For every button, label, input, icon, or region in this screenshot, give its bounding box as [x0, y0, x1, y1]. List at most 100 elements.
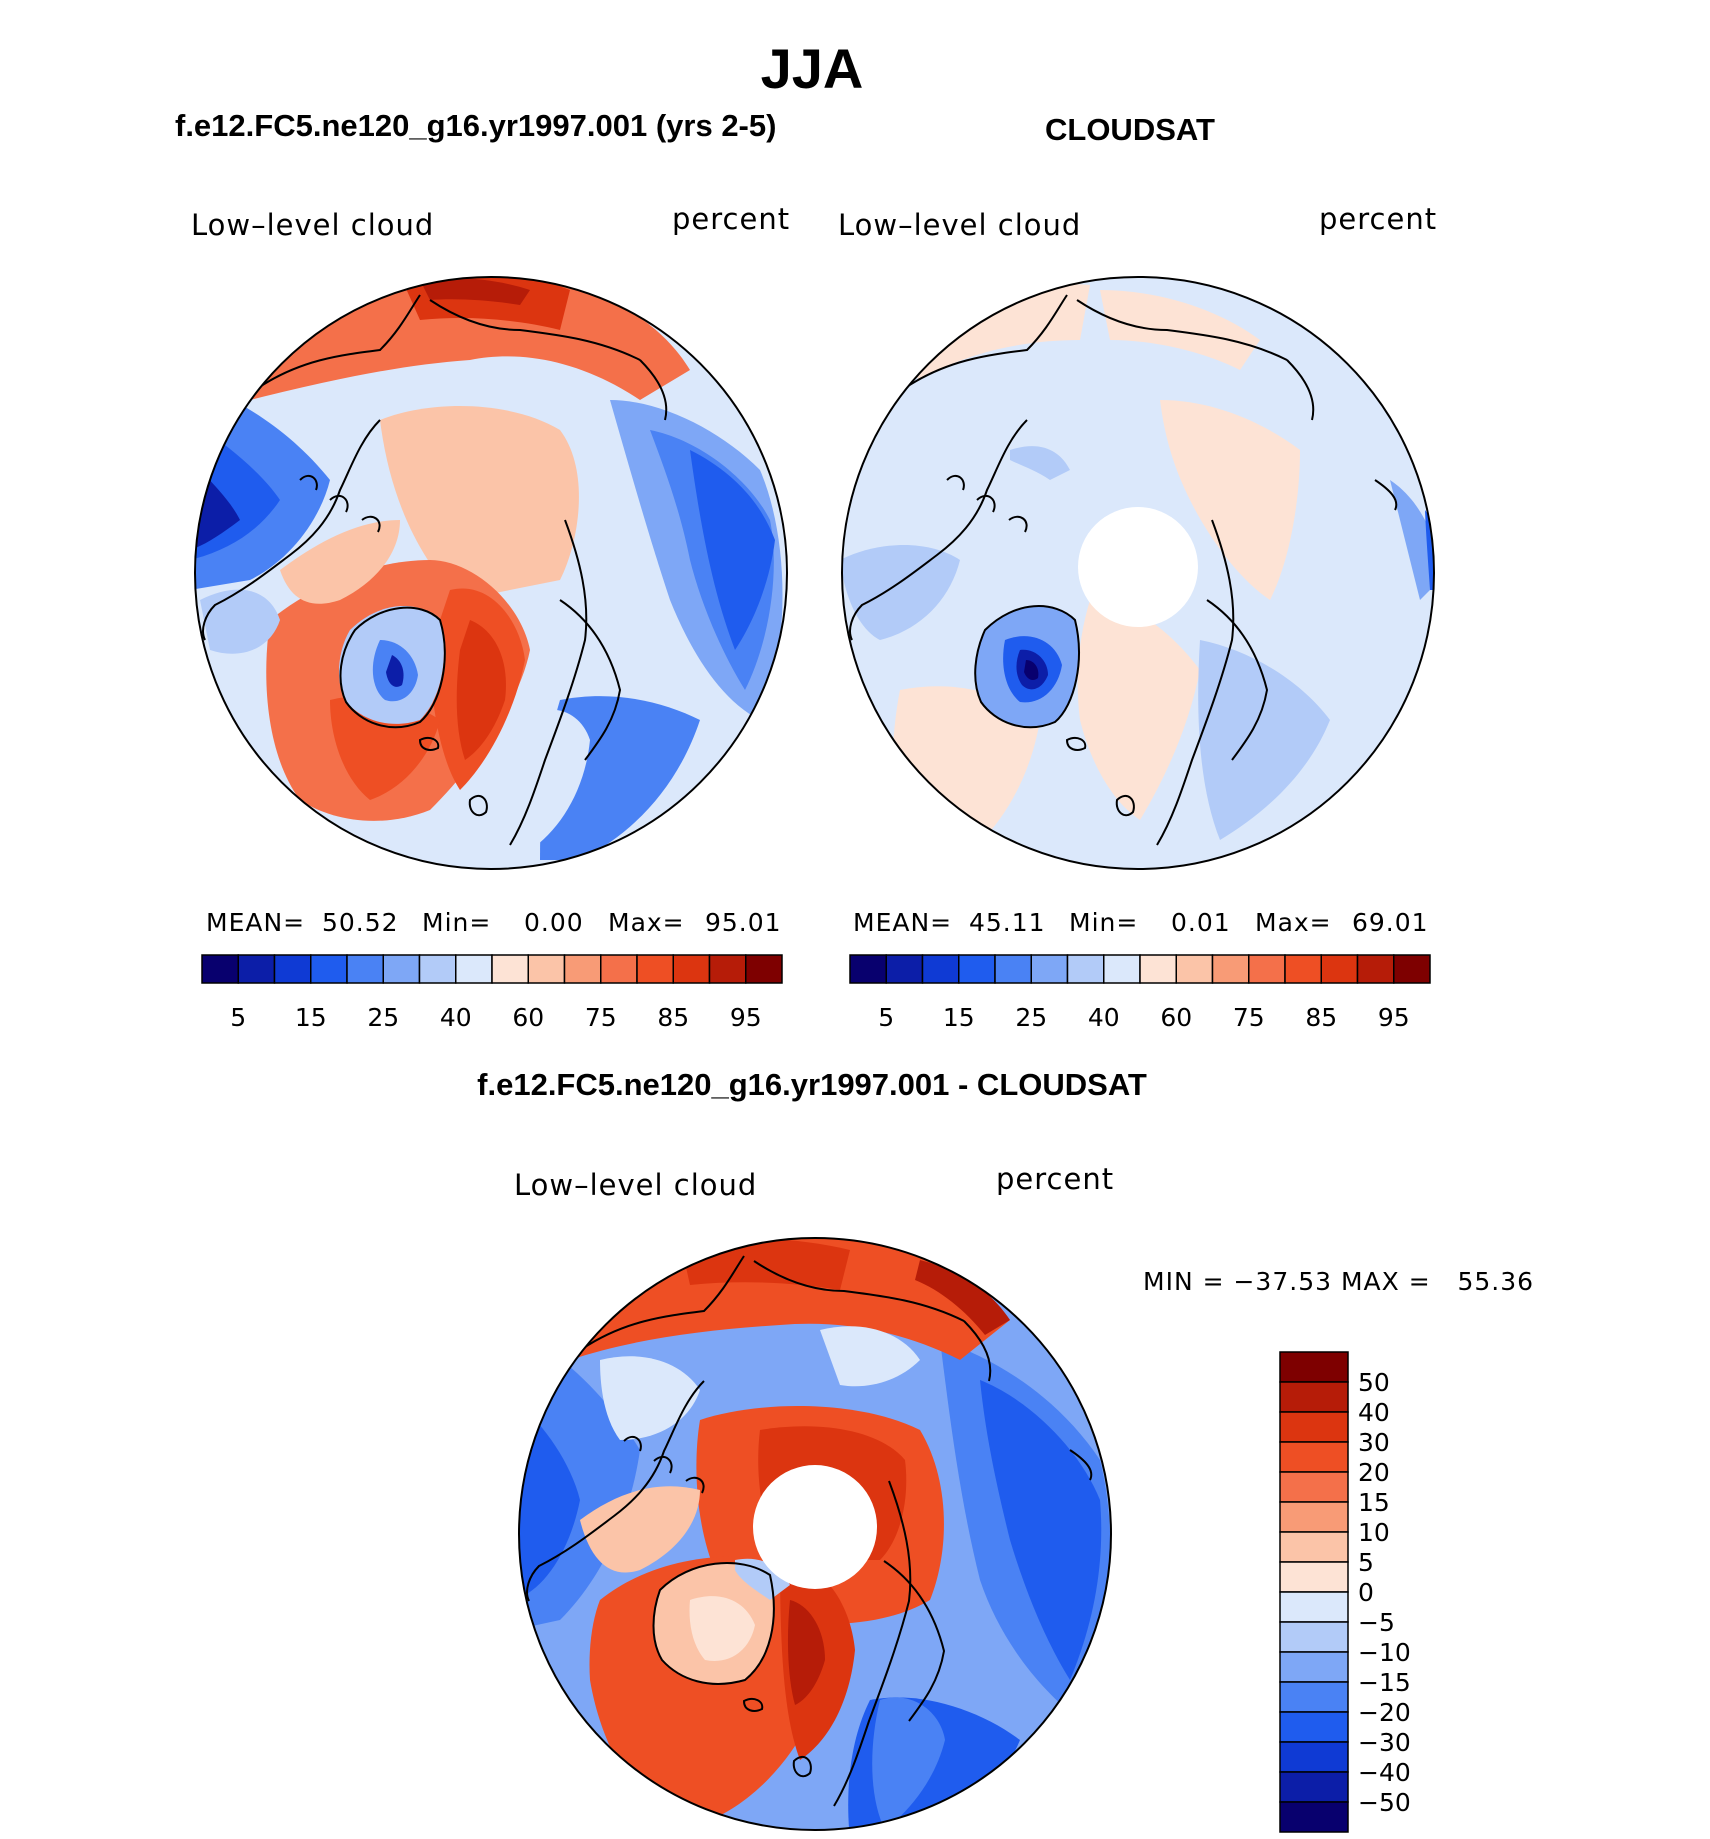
panel-c-colorbar-swatch: [1279, 1651, 1349, 1683]
panel-a-colorbar-swatch: [346, 954, 384, 984]
panel-c-colorbar-tick-label: 5: [1358, 1548, 1374, 1577]
panel-a-colorbar-swatch: [201, 954, 239, 984]
panel-b-variable-label: Low–level cloud: [838, 208, 1082, 242]
panel-c-variable-label: Low–level cloud: [514, 1168, 758, 1202]
panel-a-colorbar-tick-label: 85: [657, 1003, 689, 1032]
panel-c-units-label: percent: [996, 1162, 1115, 1196]
panel-b-colorbar-tick-label: 75: [1233, 1003, 1265, 1032]
panel-c-colorbar-swatch: [1279, 1471, 1349, 1503]
panel-c-colorbar-swatch: [1279, 1681, 1349, 1713]
panel-c-colorbar-swatch: [1279, 1771, 1349, 1803]
panel-b-colorbar-swatch: [1175, 954, 1214, 984]
panel-c-colorbar-swatch: [1279, 1561, 1349, 1593]
panel-c-colorbar-tick-label: −10: [1358, 1638, 1411, 1667]
panel-a-colorbar-swatch: [672, 954, 711, 984]
panel-c-colorbar-tick-label: −30: [1358, 1728, 1411, 1757]
panel-b-colorbar-swatch: [885, 954, 924, 984]
panel-a-colorbar-swatch: [418, 954, 457, 984]
panel-b-colorbar-swatch: [958, 954, 996, 984]
panel-c-colorbar-swatch: [1279, 1621, 1349, 1653]
panel-b-max-value: 69.01: [1352, 908, 1429, 937]
panel-b-colorbar-tick-label: 85: [1305, 1003, 1337, 1032]
panel-b-title: CLOUDSAT: [1045, 112, 1215, 147]
panel-b-colorbar-tick-label: 95: [1378, 1003, 1410, 1032]
panel-a-units-label: percent: [672, 202, 791, 236]
panel-a-map: [194, 276, 788, 870]
panel-a-colorbar-swatch: [745, 954, 783, 984]
panel-c-colorbar-tick-label: 10: [1358, 1518, 1390, 1547]
panel-b-colorbar-swatch: [921, 954, 960, 984]
panel-b-colorbar-swatch: [1103, 954, 1141, 984]
panel-c-colorbar-tick-label: 30: [1358, 1428, 1390, 1457]
panel-c-colorbar-tick-label: 20: [1358, 1458, 1390, 1487]
panel-c-colorbar-tick-label: 50: [1358, 1368, 1390, 1397]
panel-a-min-label: Min=: [422, 908, 492, 937]
panel-c-colorbar-swatch: [1279, 1711, 1349, 1743]
panel-b-mean-value: 45.11: [969, 908, 1046, 937]
panel-b-colorbar: 5 15 25 40 60 75 85 95: [849, 954, 1431, 1032]
panel-b-colorbar-swatch: [1066, 954, 1105, 984]
panel-c-colorbar-tick-label: −15: [1358, 1668, 1411, 1697]
panel-b-colorbar-tick-label: 40: [1088, 1003, 1120, 1032]
panel-b-colorbar-swatch: [994, 954, 1032, 984]
panel-a-colorbar-tick-label: 5: [230, 1003, 246, 1032]
panel-a-colorbar-tick-label: 60: [512, 1003, 544, 1032]
panel-a-colorbar: 5 15 25 40 60 75 85 95: [201, 954, 783, 1032]
panel-b-colorbar-swatch: [1393, 954, 1431, 984]
panel-c-colorbar-swatch: [1279, 1501, 1349, 1533]
panel-c-colorbar-swatch: [1279, 1531, 1349, 1563]
panel-a-colorbar-swatch: [708, 954, 747, 984]
panel-a-colorbar-tick-label: 15: [295, 1003, 327, 1032]
panel-b-colorbar-swatch: [1284, 954, 1322, 984]
panel-a-colorbar-tick-label: 40: [440, 1003, 472, 1032]
panel-c-colorbar-swatch: [1279, 1801, 1349, 1833]
panel-b-map: [841, 276, 1435, 870]
panel-a-colorbar-swatch: [455, 954, 493, 984]
panel-b-colorbar-tick-label: 5: [878, 1003, 894, 1032]
panel-a-colorbar-swatch: [636, 954, 674, 984]
panel-c-colorbar-swatch: [1279, 1741, 1349, 1773]
panel-a-colorbar-tick-label: 75: [585, 1003, 617, 1032]
panel-c-min-max: MIN = −37.53 MAX = 55.36: [1143, 1267, 1535, 1296]
panel-c-colorbar-swatch: [1279, 1351, 1349, 1383]
panel-b-max-label: Max=: [1255, 908, 1332, 937]
panel-a-mean-value: 50.52: [322, 908, 399, 937]
panel-c-colorbar-tick-label: 40: [1358, 1398, 1390, 1427]
panel-b-colorbar-swatch: [1139, 954, 1177, 984]
panel-c-colorbar-tick-label: 15: [1358, 1488, 1390, 1517]
panel-b-colorbar-swatch: [1030, 954, 1069, 984]
panel-a-colorbar-swatch: [491, 954, 529, 984]
panel-c-colorbar-tick-label: −5: [1358, 1608, 1395, 1637]
panel-b-min-label: Min=: [1069, 908, 1139, 937]
panel-b-colorbar-swatch: [849, 954, 887, 984]
panel-a-colorbar-swatch: [310, 954, 348, 984]
panel-b-colorbar-tick-label: 25: [1015, 1003, 1047, 1032]
panel-c-title: f.e12.FC5.ne120_g16.yr1997.001 - CLOUDSA…: [477, 1067, 1147, 1102]
panel-c-colorbar-swatch: [1279, 1381, 1349, 1413]
panel-a-colorbar-tick-label: 95: [730, 1003, 762, 1032]
panel-c-colorbar-tick-label: −40: [1358, 1758, 1411, 1787]
panel-a-mean-label: MEAN=: [206, 908, 306, 937]
panel-a-title: f.e12.FC5.ne120_g16.yr1997.001 (yrs 2-5): [175, 108, 777, 143]
panel-a-min-value: 0.00: [524, 908, 584, 937]
panel-c-colorbar-swatch: [1279, 1591, 1349, 1623]
panel-b-colorbar-swatch: [1356, 954, 1395, 984]
panel-a-colorbar-swatch: [563, 954, 602, 984]
panel-a-colorbar-tick-label: 25: [367, 1003, 399, 1032]
panel-b-colorbar-swatch: [1211, 954, 1250, 984]
panel-c-colorbar-swatch: [1279, 1441, 1349, 1473]
panel-b-mean-label: MEAN=: [853, 908, 953, 937]
figure-title: JJA: [760, 37, 864, 100]
panel-b-colorbar-swatch: [1248, 954, 1286, 984]
panel-c-colorbar-swatch: [1279, 1411, 1349, 1443]
panel-a-max-label: Max=: [608, 908, 685, 937]
panel-b-colorbar-tick-label: 60: [1160, 1003, 1192, 1032]
panel-a-colorbar-swatch: [273, 954, 312, 984]
panel-b-units-label: percent: [1319, 202, 1438, 236]
panel-b-colorbar-tick-label: 15: [943, 1003, 975, 1032]
panel-c-colorbar-tick-label: 0: [1358, 1578, 1374, 1607]
panel-a-variable-label: Low–level cloud: [191, 208, 435, 242]
panel-c-map: [518, 1237, 1112, 1831]
